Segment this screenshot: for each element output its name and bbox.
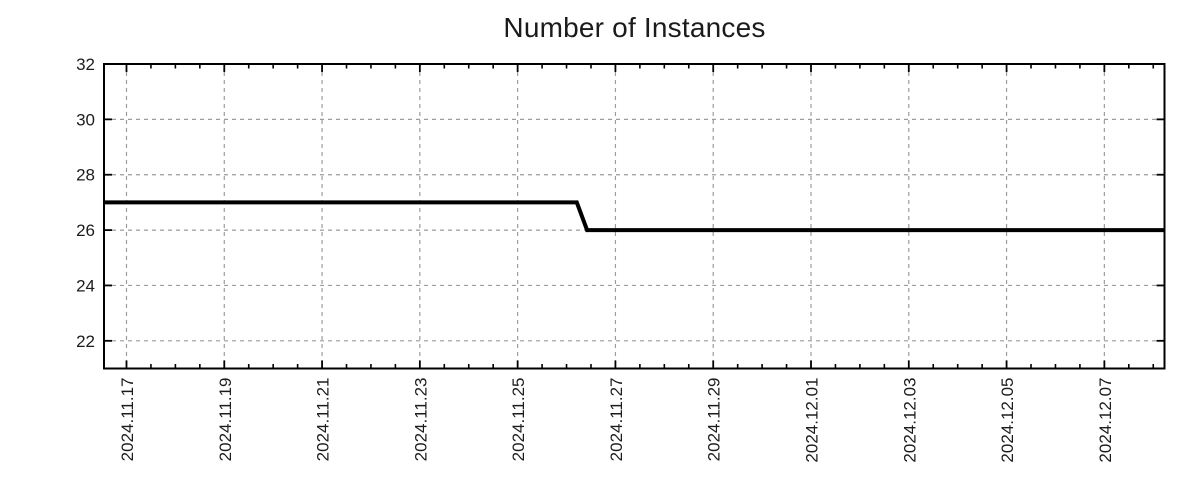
x-tick-label: 2024.12.05 bbox=[998, 378, 1017, 463]
data-line bbox=[104, 200, 1165, 233]
x-tick-label: 2024.12.03 bbox=[900, 378, 919, 463]
x-tick-label: 2024.11.19 bbox=[216, 378, 235, 462]
y-tick-label: 28 bbox=[76, 166, 95, 185]
chart-title: Number of Instances bbox=[503, 12, 766, 43]
x-tick-label: 2024.12.01 bbox=[803, 378, 822, 463]
x-tick-label: 2024.11.27 bbox=[607, 378, 626, 462]
y-tick-label: 30 bbox=[76, 110, 95, 129]
x-tick-label: 2024.12.07 bbox=[1096, 378, 1115, 463]
x-tick-label: 2024.11.23 bbox=[411, 378, 430, 462]
plot-border bbox=[103, 63, 1166, 370]
x-tick-label: 2024.11.17 bbox=[118, 378, 137, 462]
x-tick-label: 2024.11.29 bbox=[705, 378, 724, 462]
x-tick-label: 2024.11.21 bbox=[314, 378, 333, 462]
y-tick-label: 26 bbox=[76, 221, 95, 240]
y-tick-label: 24 bbox=[76, 276, 95, 295]
x-tick-label: 2024.11.25 bbox=[509, 378, 528, 462]
y-tick-label: 22 bbox=[76, 332, 95, 351]
y-tick-label: 32 bbox=[76, 55, 95, 74]
